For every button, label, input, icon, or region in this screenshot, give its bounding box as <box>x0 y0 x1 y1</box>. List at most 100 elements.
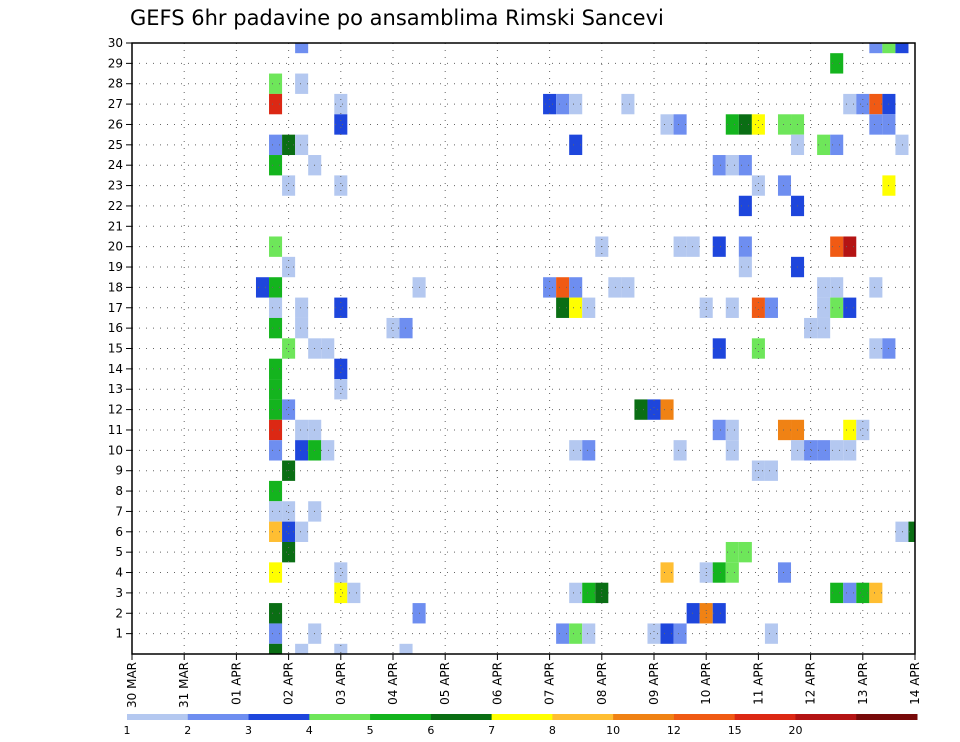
heat-cell <box>282 338 296 359</box>
heat-cell <box>295 440 309 461</box>
heat-cell <box>569 582 583 604</box>
heat-cell <box>295 73 309 94</box>
heat-cell <box>856 419 870 441</box>
y-tick-label: 14 <box>108 362 123 376</box>
heat-cell <box>282 399 296 420</box>
heat-cell <box>295 134 309 156</box>
y-tick-label: 26 <box>108 117 123 131</box>
heat-cell <box>295 297 309 318</box>
y-tick-label: 6 <box>115 525 123 539</box>
heat-cell <box>255 277 270 298</box>
legend-swatch <box>248 714 310 720</box>
heat-cell <box>725 440 739 461</box>
heat-cell <box>738 195 752 217</box>
legend-label: 20 <box>788 724 802 737</box>
heat-cell <box>269 562 283 583</box>
heat-cell <box>751 175 765 196</box>
x-tick-label: 08 APR <box>595 662 609 705</box>
heat-cell <box>582 623 596 644</box>
heat-cell <box>856 93 870 115</box>
y-tick-label: 16 <box>108 321 123 335</box>
y-tick-label: 13 <box>108 382 123 396</box>
heat-cell <box>295 419 309 441</box>
heat-cell <box>712 603 726 624</box>
heat-cell <box>751 297 765 318</box>
heat-cell <box>269 317 283 339</box>
heat-cell <box>764 297 778 318</box>
heat-cell <box>830 582 844 604</box>
heat-cell <box>269 603 283 624</box>
heat-cell <box>569 623 583 644</box>
heat-cell <box>869 338 883 359</box>
heat-cell <box>334 297 348 318</box>
heat-cell <box>334 175 348 196</box>
heat-cell <box>712 419 726 441</box>
heat-cell <box>582 440 596 461</box>
heat-cell <box>582 582 596 604</box>
heat-cell <box>895 134 909 156</box>
heat-cell <box>269 379 283 400</box>
legend-swatch <box>187 714 250 720</box>
y-tick-label: 28 <box>108 77 123 91</box>
heat-cell <box>673 623 687 644</box>
y-tick-label: 3 <box>115 586 123 600</box>
heat-cell <box>843 93 857 115</box>
heat-cell <box>660 623 674 644</box>
legend-swatch <box>673 714 736 720</box>
legend-label: 6 <box>427 724 434 737</box>
heat-cell <box>569 440 583 461</box>
y-tick-label: 2 <box>115 606 123 620</box>
heat-cell <box>738 256 752 278</box>
heat-cell <box>777 114 792 135</box>
x-axis: 30 MAR 31 MAR 01 APR 02 APR 03 APR 04 APR 05 A… <box>125 654 922 708</box>
y-tick-label: 10 <box>108 443 123 457</box>
legend-swatch <box>370 714 432 720</box>
legend-swatch <box>734 714 796 720</box>
y-tick-label: 20 <box>108 240 123 254</box>
legend-label: 2 <box>184 724 191 737</box>
heat-cell <box>738 541 752 563</box>
heat-cell <box>556 93 570 115</box>
legend-swatch <box>430 714 493 720</box>
y-tick-label: 30 <box>108 36 123 50</box>
heat-cell <box>334 93 348 115</box>
heat-cell <box>830 297 844 318</box>
x-tick-label: 04 APR <box>386 662 400 705</box>
y-tick-label: 24 <box>108 158 123 172</box>
heat-cell <box>725 541 739 563</box>
y-tick-label: 1 <box>115 627 123 641</box>
legend-label: 8 <box>549 724 556 737</box>
heat-cell <box>843 582 857 604</box>
heat-cell <box>843 236 857 257</box>
heat-cell <box>556 297 570 318</box>
heat-cell <box>269 440 283 461</box>
x-tick-label: 09 APR <box>647 662 661 705</box>
heat-cell <box>295 643 309 654</box>
heat-cell <box>269 236 283 257</box>
x-tick-label: 02 APR <box>282 662 296 705</box>
heat-cell <box>334 114 348 135</box>
heat-cell <box>543 93 557 115</box>
x-tick-label: 12 APR <box>804 662 818 705</box>
legend-swatch <box>309 714 371 720</box>
y-tick-label: 27 <box>108 97 123 111</box>
y-tick-label: 22 <box>108 199 123 213</box>
y-tick-label: 4 <box>115 566 123 580</box>
heat-cell <box>869 114 883 135</box>
heat-cell <box>777 419 792 441</box>
heat-cell <box>295 43 309 54</box>
heat-cell <box>830 440 844 461</box>
heat-cell <box>269 521 283 542</box>
heat-cell <box>725 562 739 583</box>
heat-cell <box>399 317 413 339</box>
heat-cell <box>725 419 739 441</box>
y-tick-label: 9 <box>115 464 123 478</box>
heat-cell <box>830 236 844 257</box>
legend-label: 3 <box>245 724 252 737</box>
heat-cell <box>269 277 283 298</box>
heat-cell <box>269 93 283 115</box>
legend-label: 7 <box>488 724 495 737</box>
heat-cell <box>869 43 883 54</box>
legend-swatch <box>491 714 553 720</box>
